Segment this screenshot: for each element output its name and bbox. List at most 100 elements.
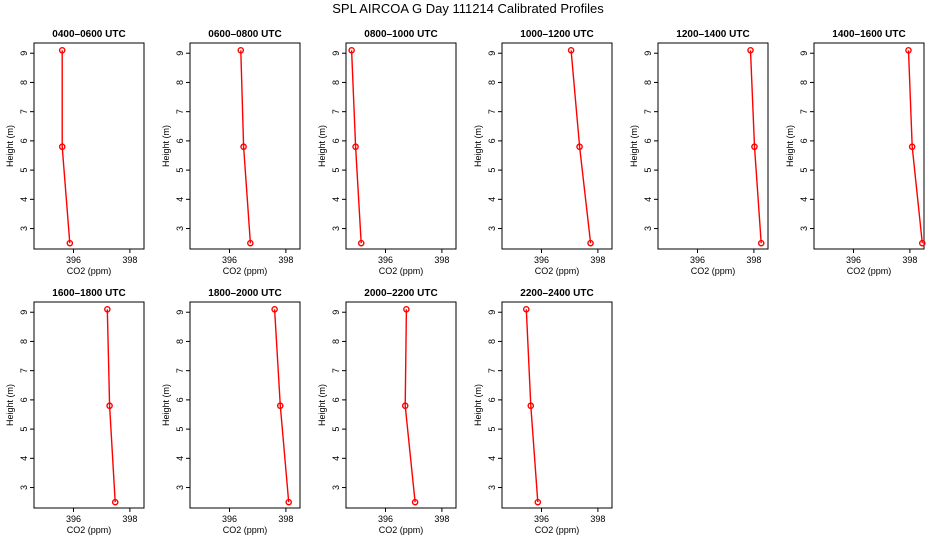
y-tick-label: 8 <box>19 339 29 344</box>
x-tick-label: 398 <box>590 514 605 524</box>
x-axis-label: CO2 (ppm) <box>67 525 112 535</box>
data-point <box>751 143 758 151</box>
y-tick-label: 6 <box>643 138 653 143</box>
x-axis-label: CO2 (ppm) <box>67 266 112 276</box>
y-tick-label: 4 <box>175 456 185 461</box>
data-point <box>905 47 912 54</box>
x-tick-label: 398 <box>278 255 293 265</box>
y-tick-label: 5 <box>19 168 29 173</box>
data-point <box>757 239 765 247</box>
y-tick-label: 9 <box>487 51 497 56</box>
data-point <box>106 402 113 410</box>
data-point <box>285 498 293 506</box>
plot-frame <box>345 301 457 509</box>
x-axis-label: CO2 (ppm) <box>847 266 892 276</box>
y-axis-label: Height (m) <box>629 125 639 167</box>
y-tick-label: 9 <box>331 51 341 56</box>
y-tick-label: 9 <box>487 310 497 315</box>
panel-title: 1600–1800 UTC <box>52 288 125 299</box>
data-point <box>527 402 535 410</box>
y-tick-label: 7 <box>19 368 29 373</box>
x-tick-label: 398 <box>278 514 293 524</box>
data-point <box>747 47 754 54</box>
panel-title: 1800–2000 UTC <box>208 288 281 299</box>
y-tick-label: 6 <box>799 138 809 143</box>
data-point <box>522 306 530 313</box>
plot-frame <box>189 42 301 250</box>
x-tick-label: 398 <box>434 514 449 524</box>
y-tick-label: 4 <box>19 456 29 461</box>
data-point <box>58 143 66 151</box>
page-title: SPL AIRCOA G Day 111214 Calibrated Profi… <box>332 1 604 16</box>
y-tick-label: 3 <box>175 226 185 231</box>
y-tick-label: 3 <box>331 226 341 231</box>
profile-panel: 0400–0600 UTC 3 4 5 6 7 8 9 396 398 CO2 (ppm) Heigh… <box>5 29 145 276</box>
x-axis-label: CO2 (ppm) <box>535 525 580 535</box>
y-tick-label: 5 <box>487 168 497 173</box>
y-tick-label: 6 <box>175 397 185 402</box>
y-tick-label: 6 <box>175 138 185 143</box>
plot-frame <box>345 42 457 250</box>
y-tick-label: 5 <box>487 427 497 432</box>
x-tick-label: 396 <box>66 514 81 524</box>
y-tick-label: 7 <box>799 109 809 114</box>
x-axis-label: CO2 (ppm) <box>223 525 268 535</box>
y-tick-label: 4 <box>487 197 497 202</box>
plot-frame <box>189 301 301 509</box>
y-tick-label: 3 <box>643 226 653 231</box>
profile-panel: 1800–2000 UTC 3 4 5 6 7 8 9 396 398 CO2 (ppm) Heigh… <box>161 288 301 535</box>
data-point <box>247 239 254 247</box>
y-tick-label: 5 <box>331 168 341 173</box>
x-tick-label: 396 <box>378 255 393 265</box>
y-tick-label: 6 <box>19 397 29 402</box>
y-tick-label: 8 <box>331 80 341 85</box>
profile-line <box>350 50 362 244</box>
x-tick-label: 398 <box>122 514 137 524</box>
y-tick-label: 9 <box>175 310 185 315</box>
x-tick-label: 398 <box>122 255 137 265</box>
data-point <box>587 239 594 247</box>
y-tick-label: 8 <box>175 339 185 344</box>
profile-line <box>749 50 762 244</box>
y-tick-label: 7 <box>487 368 497 373</box>
y-tick-label: 6 <box>19 138 29 143</box>
y-tick-label: 6 <box>331 397 341 402</box>
y-tick-label: 4 <box>643 197 653 202</box>
panel-title: 0400–0600 UTC <box>52 29 125 40</box>
y-tick-label: 5 <box>799 168 809 173</box>
x-axis-label: CO2 (ppm) <box>691 266 736 276</box>
y-tick-label: 9 <box>175 51 185 56</box>
y-tick-label: 3 <box>799 226 809 231</box>
data-point <box>237 47 245 54</box>
y-tick-label: 5 <box>643 168 653 173</box>
y-tick-label: 8 <box>175 80 185 85</box>
data-point <box>401 402 409 410</box>
x-axis-label: CO2 (ppm) <box>379 525 424 535</box>
panel-title: 0600–0800 UTC <box>208 29 281 40</box>
y-tick-label: 4 <box>331 456 341 461</box>
y-tick-label: 4 <box>19 197 29 202</box>
x-tick-label: 398 <box>746 255 761 265</box>
profile-line <box>570 50 592 244</box>
x-tick-label: 396 <box>534 514 549 524</box>
y-tick-label: 7 <box>331 368 341 373</box>
panel-title: 0800–1000 UTC <box>364 29 437 40</box>
profile-panel: 1600–1800 UTC 3 4 5 6 7 8 9 396 398 CO2 (ppm) Heigh… <box>5 288 145 535</box>
y-tick-label: 5 <box>19 427 29 432</box>
panel-title: 1400–1600 UTC <box>832 29 905 40</box>
y-tick-label: 5 <box>175 168 185 173</box>
y-tick-label: 3 <box>19 226 29 231</box>
y-axis-label: Height (m) <box>785 125 795 167</box>
y-tick-label: 4 <box>487 456 497 461</box>
y-axis-label: Height (m) <box>5 384 15 426</box>
y-axis-label: Height (m) <box>161 384 171 426</box>
data-point <box>411 498 419 506</box>
profile-line <box>106 309 116 503</box>
y-axis-label: Height (m) <box>5 125 15 167</box>
y-tick-label: 7 <box>643 109 653 114</box>
y-tick-label: 9 <box>799 51 809 56</box>
y-tick-label: 5 <box>175 427 185 432</box>
y-tick-label: 3 <box>487 485 497 490</box>
profile-panel: 1400–1600 UTC 3 4 5 6 7 8 9 396 398 CO2 (ppm) Heigh… <box>785 29 926 276</box>
y-tick-label: 9 <box>19 310 29 315</box>
